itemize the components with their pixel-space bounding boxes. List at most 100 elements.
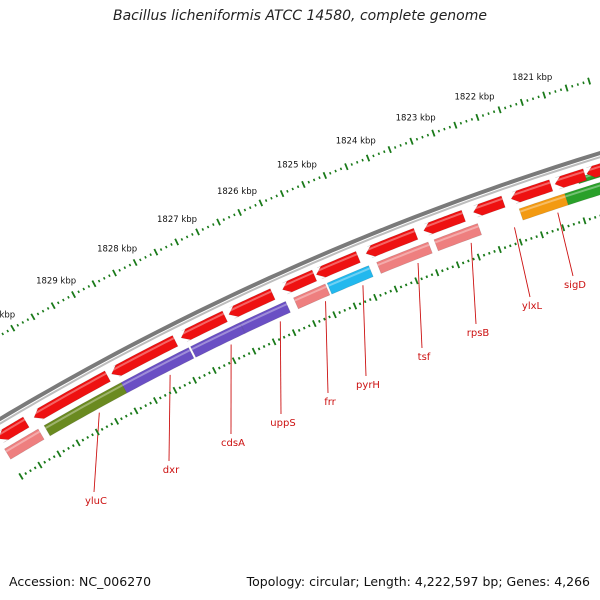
inner-tick	[168, 391, 172, 395]
inner-tick	[33, 466, 37, 470]
forward-gene-arrow-highlight	[109, 337, 175, 373]
inner-tick	[441, 269, 444, 273]
gene-leader-line	[417, 262, 423, 349]
kbp-tick	[421, 135, 424, 139]
forward-gene-arrow-highlight	[0, 418, 26, 436]
forward-gene-arrow-highlight	[422, 212, 463, 229]
kbp-tick	[67, 295, 70, 299]
inner-tick	[114, 417, 120, 425]
kbp-tick	[16, 323, 20, 327]
gene-leader-line	[93, 412, 100, 493]
inner-tick	[149, 401, 152, 405]
inner-tick	[368, 298, 372, 302]
forward-gene-arrow-highlight	[314, 253, 358, 273]
forward-gene-arrow	[554, 168, 587, 190]
kbp-tick	[481, 114, 485, 117]
kbp-scale-labels: 1821 kbp 1822 kbp 1823 kbp 1824 kbp 1825 kbp…	[0, 73, 552, 320]
inner-tick	[262, 345, 266, 348]
kbp-tick	[339, 167, 343, 171]
inner-tick	[318, 319, 321, 323]
kbp-tick	[174, 238, 180, 246]
inner-tick	[94, 428, 100, 436]
kbp-tick	[344, 163, 349, 171]
kbp-label: 1824 kbp	[336, 137, 376, 147]
inner-tick	[561, 224, 566, 232]
kbp-tick	[185, 235, 189, 239]
kbp-tick	[291, 187, 294, 191]
forward-gene-arrow-highlight	[364, 230, 416, 252]
inner-tick	[52, 455, 56, 459]
reverse-strand-genes	[4, 170, 600, 460]
reverse-gene-bar	[293, 283, 331, 310]
kbp-tick	[87, 284, 91, 288]
genome-summary-text: Topology: circular; Length: 4,222,597 bp…	[246, 574, 590, 589]
inner-tick	[48, 457, 51, 461]
inner-tick	[455, 261, 461, 269]
gene-leader-line	[514, 227, 531, 298]
kbp-tick	[365, 154, 371, 162]
inner-tick	[277, 338, 281, 341]
forward-gene-arrow	[282, 269, 318, 295]
inner-tick	[425, 275, 429, 279]
inner-tick	[514, 242, 517, 246]
kbp-tick	[322, 171, 328, 180]
inner-tick	[163, 393, 167, 397]
kbp-tick	[318, 176, 321, 180]
inner-tick	[393, 285, 399, 293]
reverse-gene-bar-highlight	[565, 184, 600, 198]
inner-tick	[446, 267, 449, 271]
inner-tick	[158, 396, 162, 400]
accession-text: Accession: NC_006270	[9, 574, 152, 589]
kbp-tick	[307, 180, 310, 184]
inner-tick	[384, 291, 387, 295]
kbp-label: 1823 kbp	[396, 114, 436, 124]
kbp-tick	[118, 268, 121, 272]
reverse-gene-bar-highlight	[294, 285, 327, 302]
kbp-tick	[559, 88, 563, 92]
inner-tick	[217, 366, 221, 370]
kbp-tick	[355, 160, 359, 164]
kbp-tick	[165, 245, 168, 249]
kbp-tick	[504, 106, 507, 110]
kbp-tick	[448, 125, 452, 129]
kbp-tick	[519, 98, 524, 106]
inner-tick	[343, 308, 347, 312]
kbp-tick	[393, 146, 397, 149]
kbp-tick	[56, 301, 60, 305]
reverse-gene-bar	[376, 241, 433, 274]
kbp-tick	[582, 81, 585, 85]
kbp-tick	[201, 228, 205, 231]
inner-tick	[312, 320, 317, 328]
kbp-tick	[123, 266, 127, 270]
gene-label-leaders	[93, 212, 574, 493]
inner-tick	[129, 411, 133, 415]
kbp-tick	[415, 137, 419, 141]
inner-tick	[363, 300, 367, 304]
inner-tick	[307, 324, 311, 328]
inner-tick	[497, 245, 502, 254]
kbp-tick	[243, 208, 247, 212]
inner-tick	[133, 407, 139, 415]
kbp-tick	[350, 163, 353, 166]
inner-tick	[212, 366, 217, 374]
kbp-tick	[515, 102, 518, 106]
gene-label-cdsA: cdsA	[221, 438, 245, 449]
inner-tick	[467, 259, 470, 263]
kbp-tick	[149, 253, 152, 257]
forward-gene-arrow	[510, 179, 554, 204]
kbp-tick	[377, 152, 381, 156]
inner-tick	[518, 238, 523, 246]
inner-tick	[488, 251, 491, 255]
reverse-gene-bar	[518, 193, 569, 221]
inner-tick	[139, 406, 143, 410]
gene-label-pyrH: pyrH	[356, 380, 380, 391]
inner-tick	[328, 315, 331, 319]
inner-tick	[509, 244, 512, 248]
kbp-tick	[10, 324, 16, 332]
inner-tick	[282, 335, 286, 339]
reverse-gene-bar	[564, 182, 600, 206]
kbp-tick	[301, 180, 306, 189]
inner-tick	[352, 302, 358, 310]
genome-backbone	[0, 150, 600, 422]
